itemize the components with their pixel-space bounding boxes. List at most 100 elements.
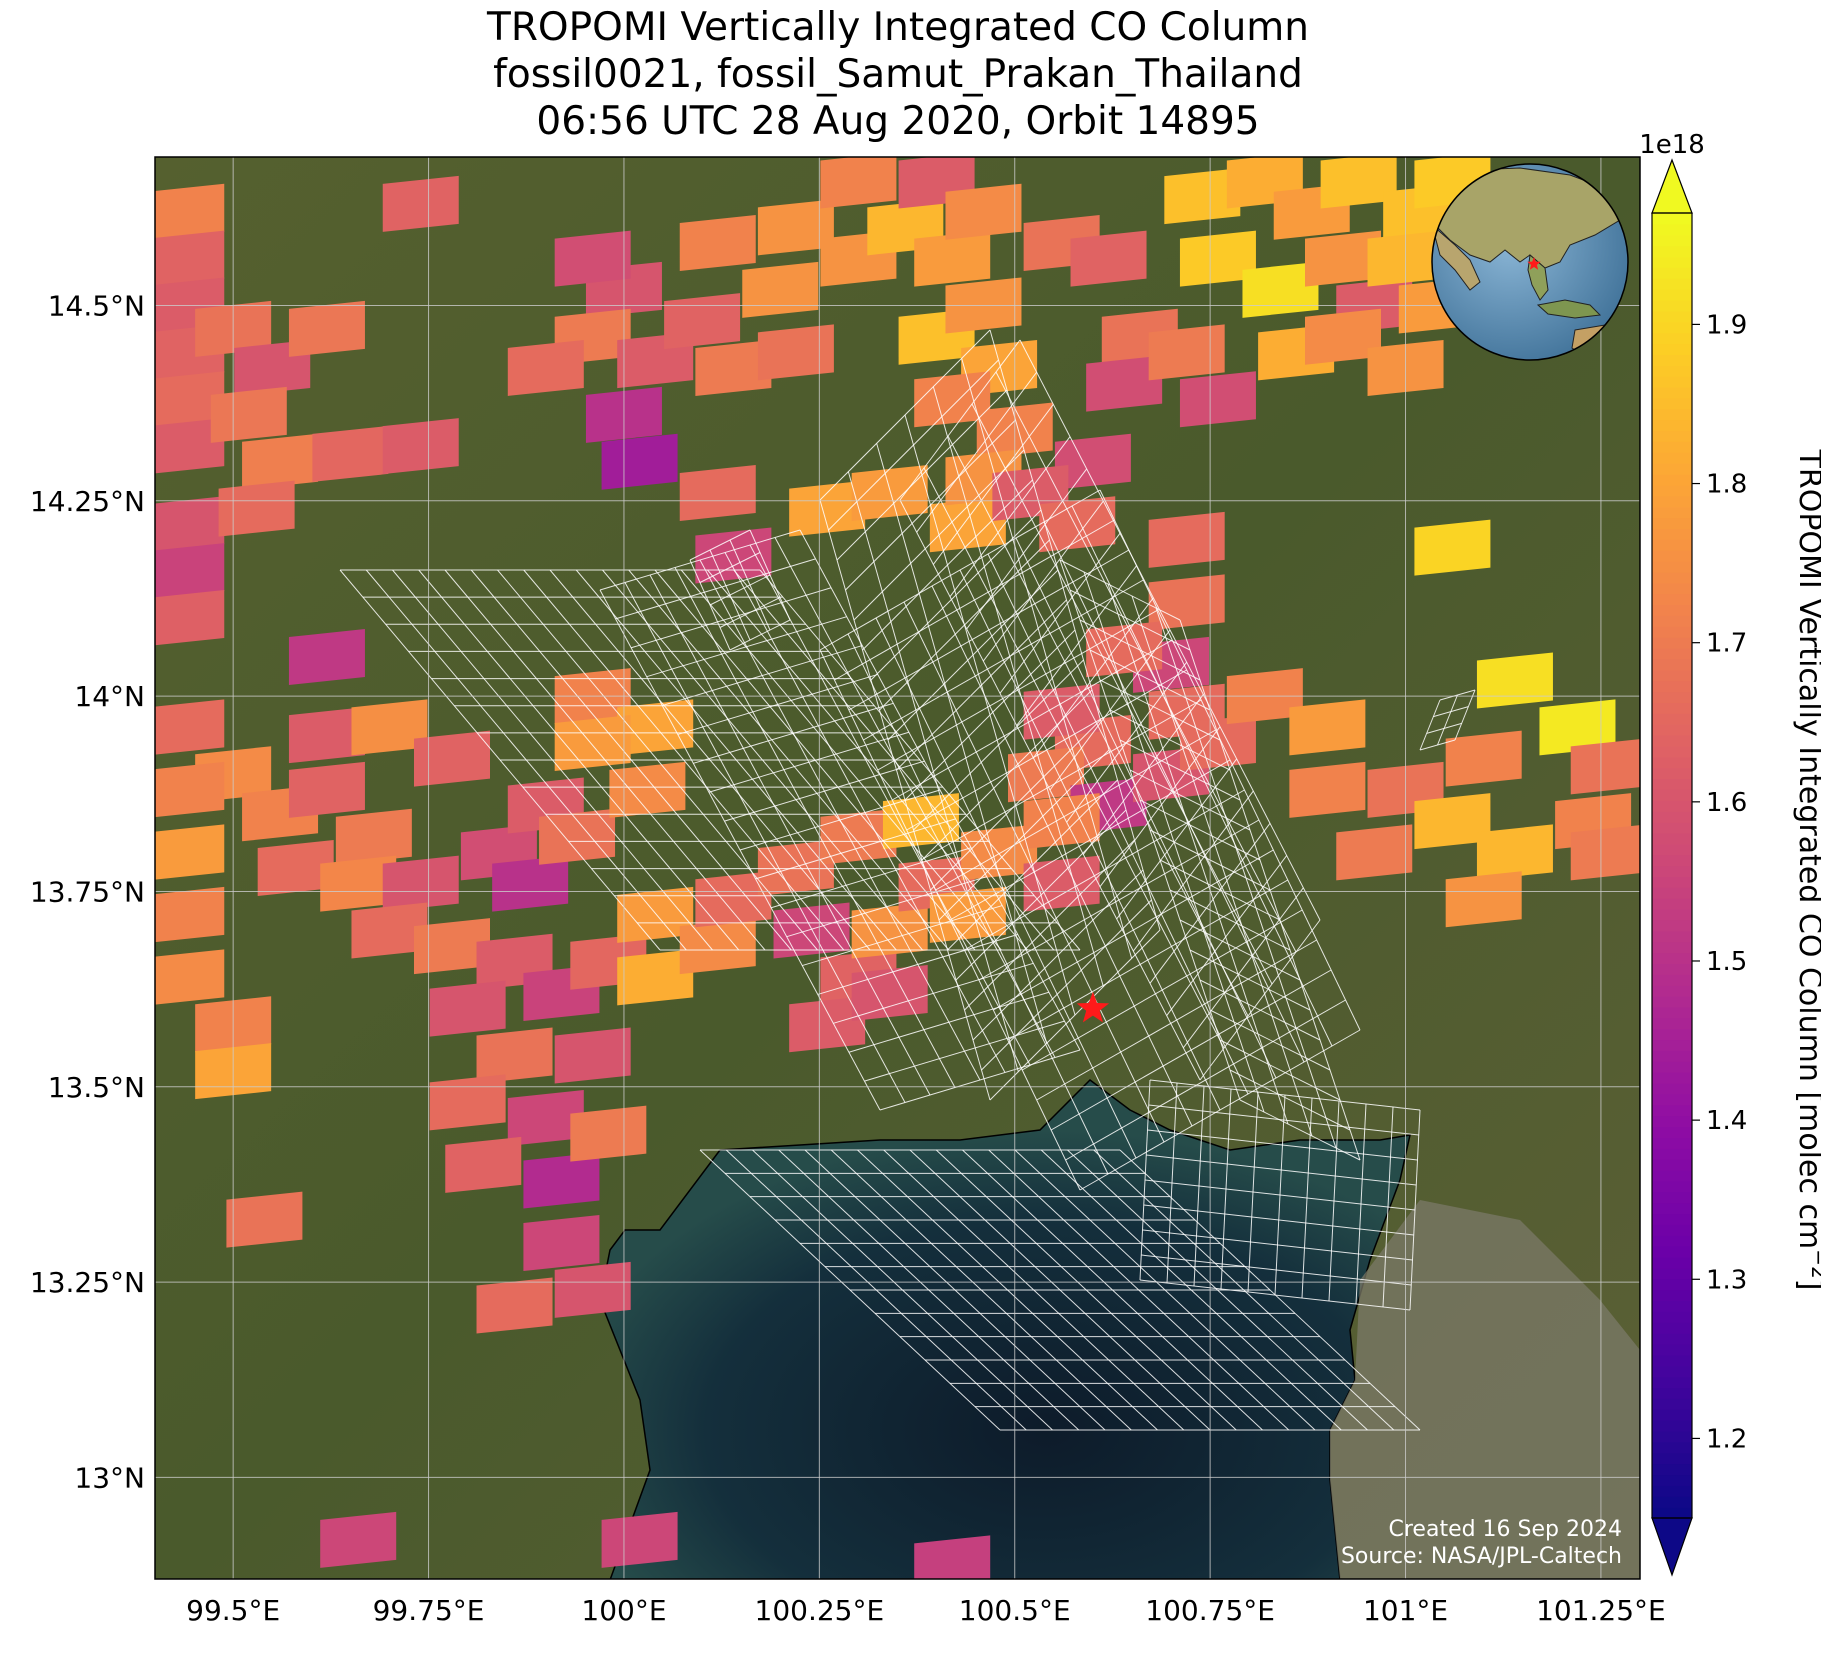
- grid-cell-mesh: [819, 329, 1161, 1101]
- gulf-of-thailand: [600, 1080, 1410, 1579]
- lon-tick-label: 101°E: [1363, 1594, 1448, 1627]
- colorbar-step: [1652, 1322, 1692, 1334]
- colorbar-step: [1652, 354, 1692, 366]
- co-pixel: [1305, 230, 1381, 287]
- colorbar-label-exponent: −2: [1807, 1249, 1821, 1278]
- colorbar-step: [1652, 1039, 1692, 1051]
- co-pixel: [382, 175, 459, 232]
- colorbar-step: [1652, 1278, 1692, 1291]
- colorbar-step: [1652, 321, 1692, 334]
- colorbar-step: [1652, 735, 1692, 747]
- colorbar-step: [1652, 854, 1692, 867]
- colorbar-step: [1652, 408, 1692, 421]
- colorbar-step: [1652, 1017, 1692, 1030]
- latitude-ticks: 14.5°N 14.25°N 14°N 13.75°N 13.5°N 13.25°N 13°…: [30, 289, 145, 1494]
- co-pixel: [155, 949, 225, 1005]
- co-pixel: [773, 902, 850, 959]
- colorbar-step: [1652, 822, 1692, 834]
- globe-arabia-india: [1432, 223, 1481, 291]
- colorbar-step: [1652, 539, 1692, 551]
- co-pixel: [1305, 308, 1381, 365]
- co-pixel: [617, 886, 694, 943]
- lon-tick-label: 101.25°E: [1536, 1594, 1666, 1627]
- lat-tick-label: 13.25°N: [30, 1266, 145, 1299]
- lat-tick-label: 13.5°N: [48, 1071, 145, 1104]
- colorbar-step: [1652, 1354, 1692, 1367]
- co-pixel: [554, 1027, 631, 1084]
- co-pixel: [929, 886, 1006, 943]
- lon-tick-label: 99.5°E: [186, 1594, 280, 1627]
- co-pixel: [695, 871, 772, 928]
- colorbar-step: [1652, 702, 1692, 714]
- colorbar-step: [1652, 604, 1692, 616]
- colorbar-step: [1652, 1289, 1692, 1302]
- colorbar-step: [1652, 376, 1692, 388]
- lon-tick-label: 100.5°E: [959, 1594, 1071, 1627]
- co-pixel: [757, 199, 834, 256]
- graticule: [155, 157, 1640, 1579]
- lon-tick-label: 99.75°E: [373, 1594, 485, 1627]
- colorbar-step: [1652, 843, 1692, 856]
- colorbar-step: [1652, 419, 1692, 432]
- co-pixel: [155, 589, 225, 646]
- co-pixel: [1148, 511, 1225, 568]
- co-pixel: [757, 324, 834, 381]
- colorbar-ticks: 1.2 1.3 1.4 1.5 1.6 1.7 1.8 1.9: [1692, 310, 1747, 1454]
- globe-inset: [1431, 163, 1629, 361]
- globe-indonesia: [1536, 299, 1602, 319]
- colorbar-step: [1652, 278, 1692, 290]
- colorbar-step: [1652, 1213, 1692, 1225]
- colorbar-step: [1652, 909, 1692, 921]
- co-pixel: [242, 433, 319, 490]
- colorbar-step: [1652, 593, 1692, 606]
- colorbar-step: [1652, 1398, 1692, 1410]
- colorbar-step: [1652, 1485, 1692, 1497]
- colorbar-step: [1652, 713, 1692, 725]
- co-pixel: [155, 230, 225, 286]
- figure-title: TROPOMI Vertically Integrated CO Column …: [153, 4, 1643, 145]
- colorbar-step: [1652, 919, 1692, 932]
- colorbar-step: [1652, 1431, 1692, 1443]
- colorbar-step: [1652, 1376, 1692, 1389]
- site-star[interactable]: [1076, 991, 1110, 1023]
- map-area[interactable]: Created 16 Sep 2024 Source: NASA/JPL-Cal…: [148, 152, 1646, 1591]
- colorbar-step: [1652, 571, 1692, 584]
- colorbar-step: [1652, 1267, 1692, 1280]
- colorbar-step: [1652, 289, 1692, 301]
- colorbar-step: [1652, 310, 1692, 323]
- grid-cell-mesh: [339, 569, 1081, 951]
- co-pixel: [554, 230, 631, 287]
- colorbar-step: [1652, 724, 1692, 736]
- co-pixel: [1242, 261, 1319, 318]
- colorbar-step: [1652, 1246, 1692, 1258]
- co-pixel: [1289, 761, 1366, 818]
- co-pixel: [218, 480, 295, 537]
- colorbar-step: [1652, 1115, 1692, 1128]
- colorbar-step: [1652, 474, 1692, 486]
- colorbar-step: [1652, 463, 1692, 475]
- site-star-marker[interactable]: [1076, 991, 1110, 1023]
- co-pixel: [1164, 168, 1241, 225]
- co-pixel: [155, 371, 225, 427]
- co-pixel: [789, 480, 866, 537]
- co-pixel: [617, 949, 694, 1006]
- colorbar-step: [1652, 1441, 1692, 1454]
- colorbar-step: [1652, 441, 1692, 453]
- co-pixel: [476, 1277, 553, 1334]
- colorbar-step: [1652, 213, 1692, 225]
- co-pixel: [945, 183, 1022, 240]
- co-pixel: [155, 183, 225, 239]
- co-pixel: [1336, 824, 1413, 881]
- co-pixel: [601, 433, 678, 490]
- colorbar-step: [1652, 343, 1692, 355]
- grid-cell-mesh: [599, 529, 1081, 1111]
- co-pixel: [1179, 371, 1256, 428]
- co-pixel: [1054, 433, 1131, 490]
- co-pixel: [429, 980, 506, 1037]
- lat-tick-label: 14.25°N: [30, 485, 145, 518]
- grid-cell-mesh: [1419, 689, 1476, 751]
- co-pixel: [155, 699, 225, 755]
- colorbar-step: [1652, 1409, 1692, 1421]
- credit-line-2: Source: NASA/JPL-Caltech: [1341, 1544, 1622, 1569]
- co-pixel: [679, 214, 756, 271]
